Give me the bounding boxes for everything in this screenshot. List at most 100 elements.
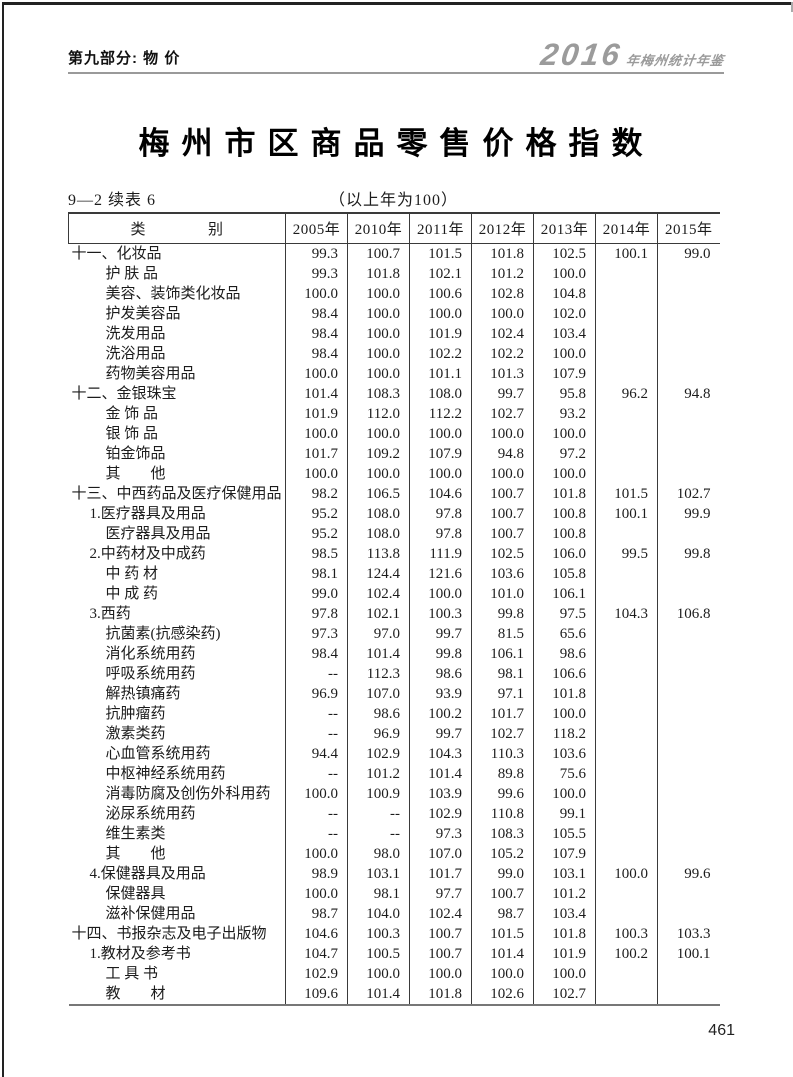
- table-row: 十三、中西药品及医疗保健用品 98.2 106.5 104.6 100.7 101.8 10…: [69, 484, 720, 504]
- index-value-cell: 102.4: [409, 904, 472, 924]
- category-label: 美容、装饰类化妆品: [105, 286, 241, 302]
- category-label: 中枢神经系统用药: [105, 766, 226, 782]
- index-value-cell: 100.7: [471, 884, 534, 904]
- index-value-cell: 100.1: [657, 944, 720, 964]
- table-row: 美容、装饰类化妆品 100.0 100.0 100.6 102.8 104.8: [69, 284, 720, 304]
- index-value-cell: [595, 844, 658, 864]
- index-value-cell: 100.7: [409, 944, 472, 964]
- index-value-cell: 99.7: [409, 724, 472, 744]
- index-value-cell: 100.0: [533, 784, 596, 804]
- year-column-header: 2013年: [533, 212, 596, 244]
- category-label: 维生素类: [105, 826, 166, 842]
- category-label: 其 他: [105, 466, 166, 482]
- index-value-cell: [595, 424, 658, 444]
- index-value-cell: 101.8: [533, 924, 596, 944]
- index-value-cell: 100.7: [471, 484, 534, 504]
- index-value-cell: 101.4: [285, 384, 348, 404]
- category-label: 银 饰 品: [105, 426, 159, 442]
- page-frame-top: [4, 2, 793, 5]
- index-value-cell: [657, 344, 720, 364]
- table-row: 中 成 药 99.0 102.4 100.0 101.0 106.1: [69, 584, 720, 604]
- table-row: 解热镇痛药 96.9 107.0 93.9 97.1 101.8: [69, 684, 720, 704]
- index-value-cell: 102.5: [471, 544, 534, 564]
- index-value-cell: 101.2: [347, 764, 410, 784]
- index-value-cell: 100.0: [533, 704, 596, 724]
- index-value-cell: [657, 404, 720, 424]
- category-label: 十四、书报杂志及电子出版物: [71, 926, 267, 942]
- table-row: 心血管系统用药 94.4 102.9 104.3 110.3 103.6: [69, 744, 720, 764]
- index-value-cell: [595, 964, 658, 984]
- index-value-cell: 106.1: [471, 644, 534, 664]
- index-value-cell: 107.9: [409, 444, 472, 464]
- index-value-cell: 106.1: [533, 584, 596, 604]
- index-value-cell: 81.5: [471, 624, 534, 644]
- index-value-cell: 98.4: [285, 644, 348, 664]
- page-title: 梅州市区商品零售价格指数: [138, 126, 655, 161]
- category-label: 金 饰 品: [105, 406, 159, 422]
- index-value-cell: 99.6: [657, 864, 720, 884]
- index-value-cell: 106.6: [533, 664, 596, 684]
- index-value-cell: --: [285, 704, 348, 724]
- index-value-cell: 98.6: [533, 644, 596, 664]
- index-value-cell: [657, 584, 720, 604]
- index-value-cell: 97.8: [409, 504, 472, 524]
- category-label: 抗菌素(抗感染药): [105, 626, 221, 642]
- category-label: 1.教材及参考书: [89, 946, 191, 962]
- category-column-header: 类 别: [68, 212, 286, 244]
- index-value-cell: 101.3: [471, 364, 534, 384]
- index-value-cell: 101.4: [471, 944, 534, 964]
- category-label: 十一、化妆品: [71, 246, 162, 262]
- yearbook-logo: 2016 年梅州统计年鉴: [539, 37, 725, 72]
- table-body: 十一、化妆品 99.3 100.7 101.5 101.8 102.5 100.1 99.0 护…: [68, 243, 720, 1005]
- price-index-table-wrap: 类 别 2005年 2010年 2011年 2012年 2013年 2014年 2015年 …: [68, 212, 720, 1006]
- year-column-header: 2014年: [595, 212, 658, 244]
- index-value-cell: [657, 784, 720, 804]
- index-value-cell: 99.6: [471, 784, 534, 804]
- index-value-cell: 95.2: [285, 504, 348, 524]
- index-value-cell: 99.5: [595, 544, 658, 564]
- index-value-cell: 97.8: [409, 524, 472, 544]
- index-value-cell: 110.8: [471, 804, 534, 824]
- table-row: 十一、化妆品 99.3 100.7 101.5 101.8 102.5 100.1 99.0: [69, 243, 720, 264]
- index-value-cell: 99.7: [471, 384, 534, 404]
- index-value-cell: 93.2: [533, 404, 596, 424]
- index-value-cell: 100.0: [347, 424, 410, 444]
- index-value-cell: [595, 264, 658, 284]
- index-value-cell: [595, 404, 658, 424]
- index-value-cell: 100.0: [533, 344, 596, 364]
- index-value-cell: 103.4: [533, 904, 596, 924]
- index-value-cell: 101.7: [471, 704, 534, 724]
- index-value-cell: [595, 804, 658, 824]
- section-header: 第九部分: 物 价: [68, 50, 181, 67]
- index-value-cell: 109.6: [285, 984, 348, 1005]
- index-value-cell: 100.1: [595, 504, 658, 524]
- index-value-cell: 101.4: [347, 644, 410, 664]
- index-value-cell: 94.8: [471, 444, 534, 464]
- category-label: 心血管系统用药: [105, 746, 211, 762]
- table-row: 其 他 100.0 98.0 107.0 105.2 107.9: [69, 844, 720, 864]
- index-value-cell: [657, 624, 720, 644]
- index-value-cell: 100.2: [595, 944, 658, 964]
- index-value-cell: 113.8: [347, 544, 410, 564]
- index-value-cell: 100.0: [285, 364, 348, 384]
- table-row: 银 饰 品 100.0 100.0 100.0 100.0 100.0: [69, 424, 720, 444]
- index-value-cell: 98.4: [285, 344, 348, 364]
- index-value-cell: [595, 344, 658, 364]
- index-value-cell: 99.0: [471, 864, 534, 884]
- index-value-cell: [657, 324, 720, 344]
- index-value-cell: 124.4: [347, 564, 410, 584]
- category-label: 其 他: [105, 846, 166, 862]
- index-value-cell: --: [285, 664, 348, 684]
- index-value-cell: 101.8: [533, 484, 596, 504]
- table-row: 1.医疗器具及用品 95.2 108.0 97.8 100.7 100.8 100.1 99.…: [69, 504, 720, 524]
- index-value-cell: [595, 524, 658, 544]
- index-value-cell: 106.8: [657, 604, 720, 624]
- index-value-cell: 101.8: [347, 264, 410, 284]
- index-value-cell: 102.1: [347, 604, 410, 624]
- index-value-cell: [595, 744, 658, 764]
- category-label: 中 成 药: [105, 586, 159, 602]
- index-value-cell: 98.1: [347, 884, 410, 904]
- index-value-cell: [595, 684, 658, 704]
- index-value-cell: 112.3: [347, 664, 410, 684]
- index-value-cell: 104.0: [347, 904, 410, 924]
